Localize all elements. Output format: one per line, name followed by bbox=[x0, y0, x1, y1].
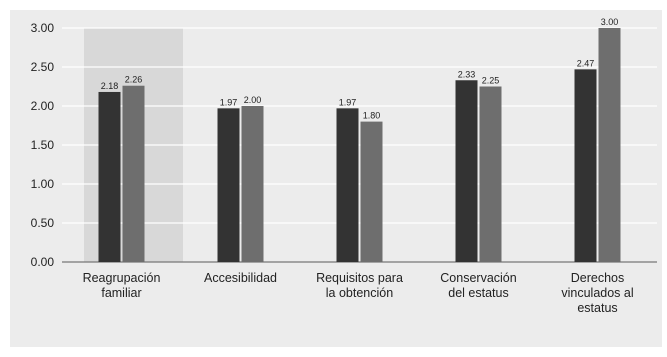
data-label: 2.47 bbox=[577, 58, 595, 68]
y-tick-label: 2.50 bbox=[31, 60, 55, 74]
data-label: 1.97 bbox=[220, 97, 238, 107]
data-label: 1.80 bbox=[363, 111, 381, 121]
y-tick-label: 2.00 bbox=[31, 99, 55, 113]
y-tick-label: 0.00 bbox=[31, 255, 55, 269]
data-label: 2.18 bbox=[101, 81, 119, 91]
bar bbox=[122, 85, 145, 262]
bar bbox=[360, 121, 383, 262]
x-tick-label: familiar bbox=[101, 286, 141, 300]
y-tick-label: 1.00 bbox=[31, 177, 55, 191]
x-tick-label: del estatus bbox=[448, 286, 508, 300]
bar bbox=[217, 108, 240, 262]
data-label: 1.97 bbox=[339, 97, 357, 107]
x-tick-label: Requisitos para bbox=[316, 271, 403, 285]
x-tick-label: Reagrupación bbox=[83, 271, 161, 285]
y-tick-label: 0.50 bbox=[31, 216, 55, 230]
x-tick-label: Derechos bbox=[571, 271, 625, 285]
x-tick-label: vinculados al bbox=[561, 286, 633, 300]
y-tick-label: 3.00 bbox=[31, 21, 55, 35]
y-tick-label: 1.50 bbox=[31, 138, 55, 152]
bar bbox=[336, 108, 359, 262]
data-label: 2.00 bbox=[244, 95, 262, 105]
bar bbox=[574, 69, 597, 262]
data-label: 3.00 bbox=[601, 17, 619, 27]
bar bbox=[479, 86, 502, 262]
bar bbox=[98, 91, 121, 263]
x-tick-label: Conservación bbox=[440, 271, 516, 285]
data-label: 2.25 bbox=[482, 76, 500, 86]
x-tick-label: Accesibilidad bbox=[204, 271, 277, 285]
data-label: 2.33 bbox=[458, 69, 476, 79]
x-tick-label: la obtención bbox=[326, 286, 393, 300]
data-label: 2.26 bbox=[125, 75, 143, 85]
bar bbox=[598, 28, 621, 262]
x-tick-label: estatus bbox=[577, 301, 617, 315]
bar bbox=[455, 80, 478, 262]
bar bbox=[241, 106, 264, 262]
